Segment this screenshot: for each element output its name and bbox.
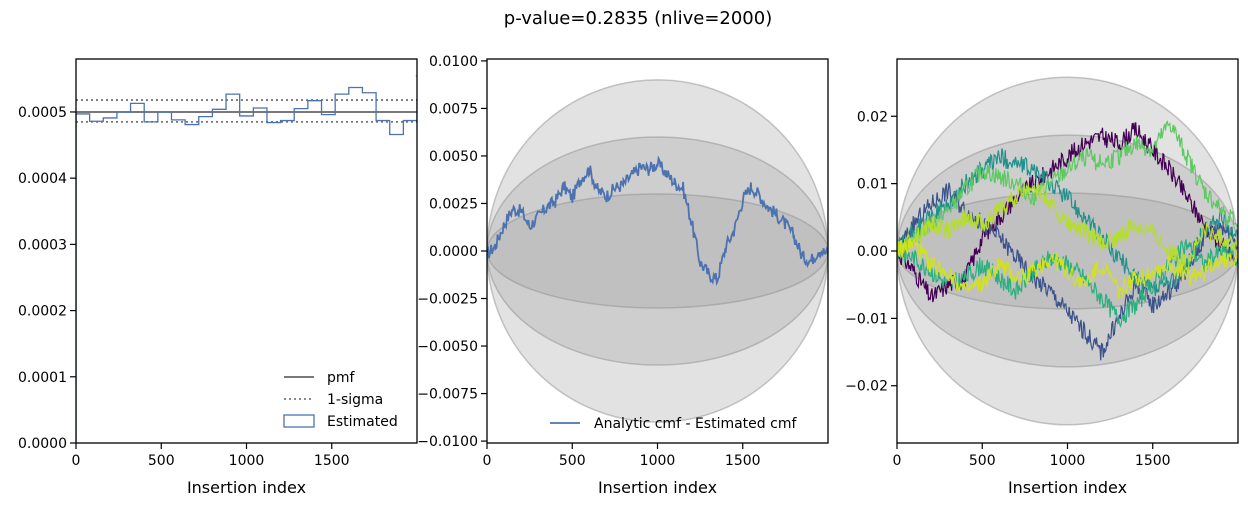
sigma-band — [487, 79, 828, 423]
legend-estimated-swatch — [283, 414, 315, 428]
x-tick-label: 1500 — [725, 453, 761, 469]
x-axis-label: Insertion index — [187, 478, 306, 497]
y-tick-label: −0.02 — [845, 379, 888, 395]
legend-cmf-label: Analytic cmf - Estimated cmf — [594, 416, 797, 432]
legend: pmf 1-sigma Estimated — [283, 370, 398, 430]
cmf-difference-line — [487, 155, 828, 287]
random-walk-line — [897, 120, 1238, 261]
y-tick-label: 0.0005 — [18, 105, 67, 121]
legend: Analytic cmf - Estimated cmf — [550, 416, 797, 432]
y-tick-label: 0.01 — [857, 177, 888, 193]
x-tick-label: 0 — [483, 453, 492, 469]
random-walk-line — [897, 181, 1238, 272]
legend-estimated-label: Estimated — [327, 414, 398, 430]
sigma-band — [487, 193, 828, 309]
x-tick-label: 1500 — [1135, 453, 1171, 469]
y-tick-label: −0.0025 — [417, 292, 478, 308]
x-tick-label: 0 — [893, 453, 902, 469]
x-tick-label: 500 — [969, 453, 996, 469]
x-tick-label: 500 — [148, 453, 175, 469]
cmf-difference-panel: 0 500 1000 1500 −0.0100 −0.0075 −0.0050 −0.0025… — [417, 54, 829, 497]
legend-pmf-label: pmf — [327, 370, 356, 386]
y-tick-label: 0.0075 — [429, 101, 478, 117]
x-tick-label: 1500 — [314, 453, 350, 469]
x-tick-label: 0 — [72, 453, 81, 469]
figure-title: p-value=0.2835 (nlive=2000) — [504, 8, 772, 29]
x-tick-label: 1000 — [640, 453, 676, 469]
x-tick-label: 1000 — [229, 453, 265, 469]
y-tick-label: 0.0000 — [18, 436, 67, 452]
panels: 0 500 1000 15000.00000.00010.00020.00030.00… — [18, 54, 1239, 497]
sigma-band — [897, 134, 1238, 368]
y-tick-label: −0.0050 — [417, 339, 478, 355]
y-tick-label: 0.0000 — [429, 244, 478, 260]
y-tick-label: 0.02 — [857, 109, 888, 125]
estimated-histogram — [76, 75, 417, 443]
y-tick-label: −0.0075 — [417, 387, 478, 403]
y-tick-label: 0.0100 — [429, 54, 478, 70]
y-tick-label: 0.00 — [857, 244, 888, 260]
histogram-panel: 0 500 1000 1500 0.0000 0.0001 0.0002 0.0003 0.00… — [18, 58, 418, 497]
y-tick-label: −0.01 — [845, 311, 888, 327]
y-tick-label: 0.0004 — [18, 171, 67, 187]
y-tick-label: 0.0001 — [18, 370, 67, 386]
x-tick-label: 1000 — [1050, 453, 1086, 469]
legend-sigma-label: 1-sigma — [327, 392, 383, 408]
y-tick-label: −0.0100 — [417, 434, 478, 450]
y-tick-label: 0.0002 — [18, 304, 67, 320]
random-walks-panel: 0 500 1000 1500 −0.02 −0.01 0.00 0.01 0.02 Insert… — [845, 58, 1239, 497]
x-tick-label: 500 — [559, 453, 586, 469]
y-tick-label: 0.0025 — [429, 196, 478, 212]
sigma-band — [897, 192, 1238, 310]
sigma-band — [897, 76, 1238, 426]
y-tick-label: 0.0050 — [429, 149, 478, 165]
y-tick-label: 0.0003 — [18, 237, 67, 253]
x-axis-label: Insertion index — [1008, 478, 1127, 497]
x-axis-label: Insertion index — [598, 478, 717, 497]
random-walk-line — [897, 237, 1238, 299]
